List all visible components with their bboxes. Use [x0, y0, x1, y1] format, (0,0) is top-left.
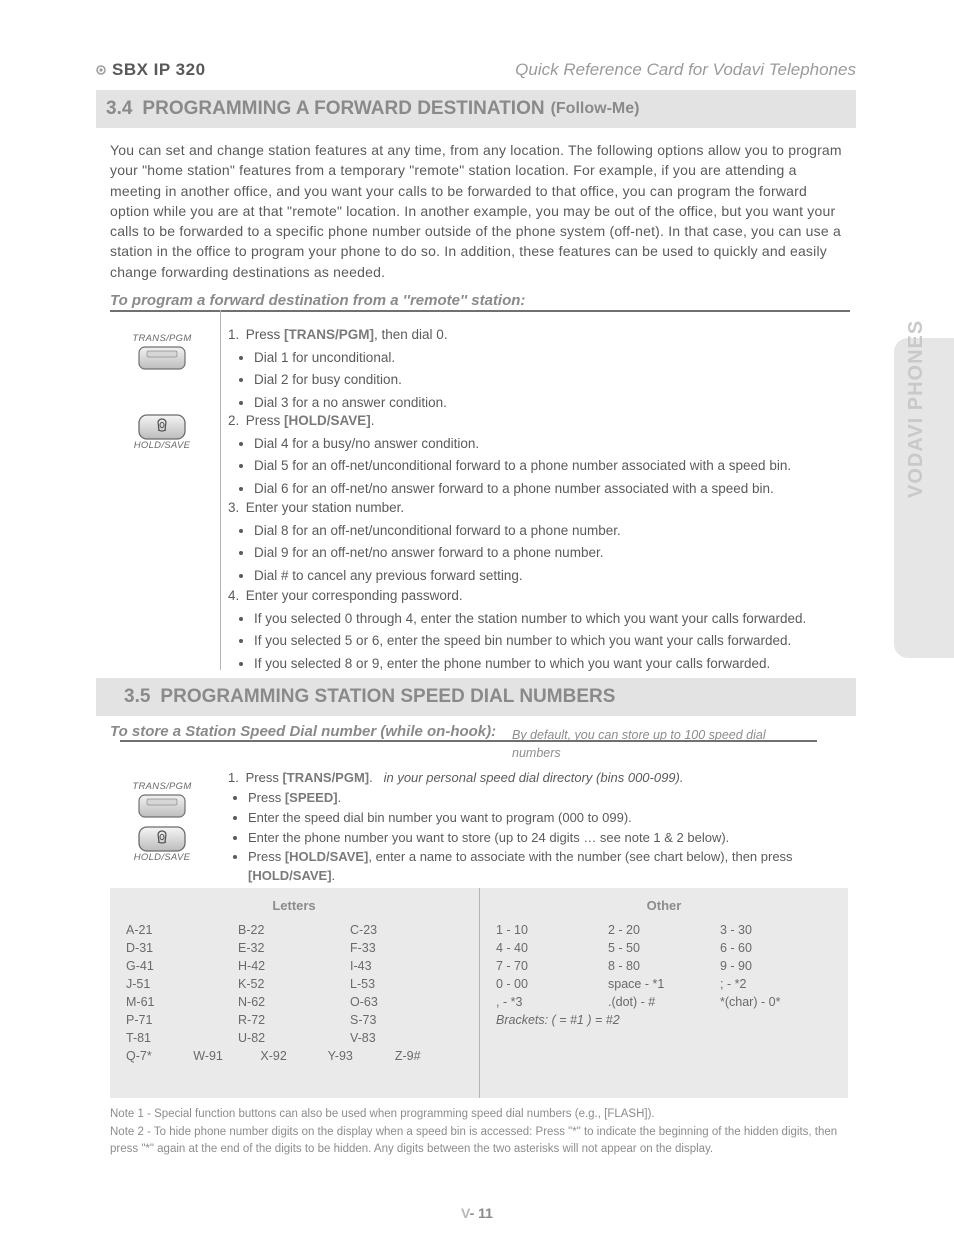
keycap-icon [138, 414, 186, 438]
page-suffix: - 11 [470, 1205, 493, 1221]
header-title: SBX IP 320 [112, 60, 206, 80]
chart-row: D-31E-32F-33 [124, 939, 464, 957]
intro-paragraph-1: You can set and change station features … [110, 140, 850, 282]
chart-row: T-81U-82V-83 [124, 1029, 464, 1047]
hold-save-key-1: HOLD/SAVE [128, 414, 196, 451]
list-item: If you selected 0 through 4, enter the s… [254, 608, 848, 630]
section-title: PROGRAMMING STATION SPEED DIAL NUMBERS [160, 686, 615, 708]
list-item: If you selected 5 or 6, enter the speed … [254, 630, 848, 652]
chart-row: G-41H-42I-43 [124, 957, 464, 975]
steps-group-2: 1. Press [TRANS/PGM]. in your personal s… [228, 769, 848, 887]
key-label: TRANS/PGM [128, 333, 196, 344]
footnote-1: Note 1 - Special function buttons can al… [110, 1106, 848, 1123]
section-number: 3.5 [124, 686, 150, 708]
footnote-2: Note 2 - To hide phone number digits on … [110, 1124, 848, 1157]
text: By default, you can store up to 100 spee… [512, 728, 766, 760]
page-prefix: V [461, 1205, 470, 1221]
inline-note: in your personal speed dial directory (b… [384, 770, 684, 785]
intro-paragraph-2: By default, you can store up to 100 spee… [512, 726, 817, 762]
list-item: Press [SPEED]. [248, 789, 848, 808]
section-banner-1: 3.4 PROGRAMMING A FORWARD DESTINATION (F… [96, 90, 856, 128]
divider [110, 310, 850, 312]
chart-row: 1 - 102 - 203 - 30 [494, 921, 834, 939]
chart-row: A-21B-22C-23 [124, 921, 464, 939]
key-label: HOLD/SAVE [128, 852, 196, 863]
chart-row: 4 - 405 - 506 - 60 [494, 939, 834, 957]
step-4: 4. Enter your corresponding password. If… [228, 585, 848, 675]
section-banner-2: 3.5 PROGRAMMING STATION SPEED DIAL NUMBE… [96, 678, 856, 716]
chart-row: Q-7*W-91X-92Y-93Z-9# [124, 1047, 464, 1065]
list-item: Dial 4 for a busy/no answer condition. [254, 433, 848, 455]
divider [120, 740, 817, 742]
bullet-icon [96, 65, 106, 75]
chart-row: 7 - 708 - 809 - 90 [494, 957, 834, 975]
chart-row: J-51K-52L-53 [124, 975, 464, 993]
list-item: Enter the phone number you want to store… [248, 829, 848, 848]
key-label: TRANS/PGM [128, 781, 196, 792]
hold-save-key-2: HOLD/SAVE [128, 826, 196, 863]
list-item: Dial 8 for an off-net/unconditional forw… [254, 520, 848, 542]
keycap-icon [138, 346, 186, 370]
chart-other: Other 1 - 102 - 203 - 304 - 405 - 506 - … [494, 898, 834, 1088]
page-number: V- 11 [0, 1205, 954, 1221]
key-label: HOLD/SAVE [128, 440, 196, 451]
chart-separator [479, 888, 480, 1098]
column-separator [220, 310, 221, 670]
list-item: Dial 9 for an off-net/no answer forward … [254, 542, 848, 564]
step-3: 3. Enter your station number. Dial 8 for… [228, 497, 848, 587]
character-chart: Letters A-21B-22C-23D-31E-32F-33G-41H-42… [110, 888, 848, 1098]
list-item: Dial # to cancel any previous forward se… [254, 565, 848, 587]
chart-title: Other [494, 898, 834, 913]
keycap-icon [138, 794, 186, 818]
chart-letters: Letters A-21B-22C-23D-31E-32F-33G-41H-42… [124, 898, 464, 1088]
list-item: Enter the speed dial bin number you want… [248, 809, 848, 828]
list-item: If you selected 8 or 9, enter the phone … [254, 653, 848, 675]
header-subtitle: Quick Reference Card for Vodavi Telephon… [515, 60, 856, 80]
chart-row: 0 - 00space - *1; - *2 [494, 975, 834, 993]
list-item: Dial 1 for unconditional. [254, 347, 848, 369]
section-number: 3.4 [106, 98, 132, 120]
list-item: Dial 5 for an off-net/unconditional forw… [254, 455, 848, 477]
chart-brackets: Brackets: ( = #1 ) = #2 [494, 1011, 834, 1029]
chart-title: Letters [124, 898, 464, 913]
chart-row: M-61N-62O-63 [124, 993, 464, 1011]
chart-row: , - *3.(dot) - #*(char) - 0* [494, 993, 834, 1011]
procedure-label-2: To store a Station Speed Dial number (wh… [110, 723, 496, 740]
section-title: PROGRAMMING A FORWARD DESTINATION [142, 98, 544, 120]
trans-pgm-key-2: TRANS/PGM [128, 781, 196, 818]
list-item: Dial 2 for busy condition. [254, 369, 848, 391]
side-tab-label: VODAVI PHONES [905, 320, 928, 498]
keycap-icon [138, 826, 186, 850]
section-subtitle: (Follow-Me) [551, 100, 640, 118]
step-1: 1. Press [TRANS/PGM], then dial 0. Dial … [228, 324, 848, 414]
side-tab: VODAVI PHONES [894, 338, 954, 658]
step-2: 2. Press [HOLD/SAVE]. Dial 4 for a busy/… [228, 410, 848, 500]
chart-row: P-71R-72S-73 [124, 1011, 464, 1029]
procedure-label-1: To program a forward destination from a … [110, 292, 525, 309]
trans-pgm-key-1: TRANS/PGM [128, 333, 196, 370]
list-item: Press [HOLD/SAVE], enter a name to assoc… [248, 848, 848, 886]
page-header: SBX IP 320 Quick Reference Card for Voda… [96, 60, 856, 80]
